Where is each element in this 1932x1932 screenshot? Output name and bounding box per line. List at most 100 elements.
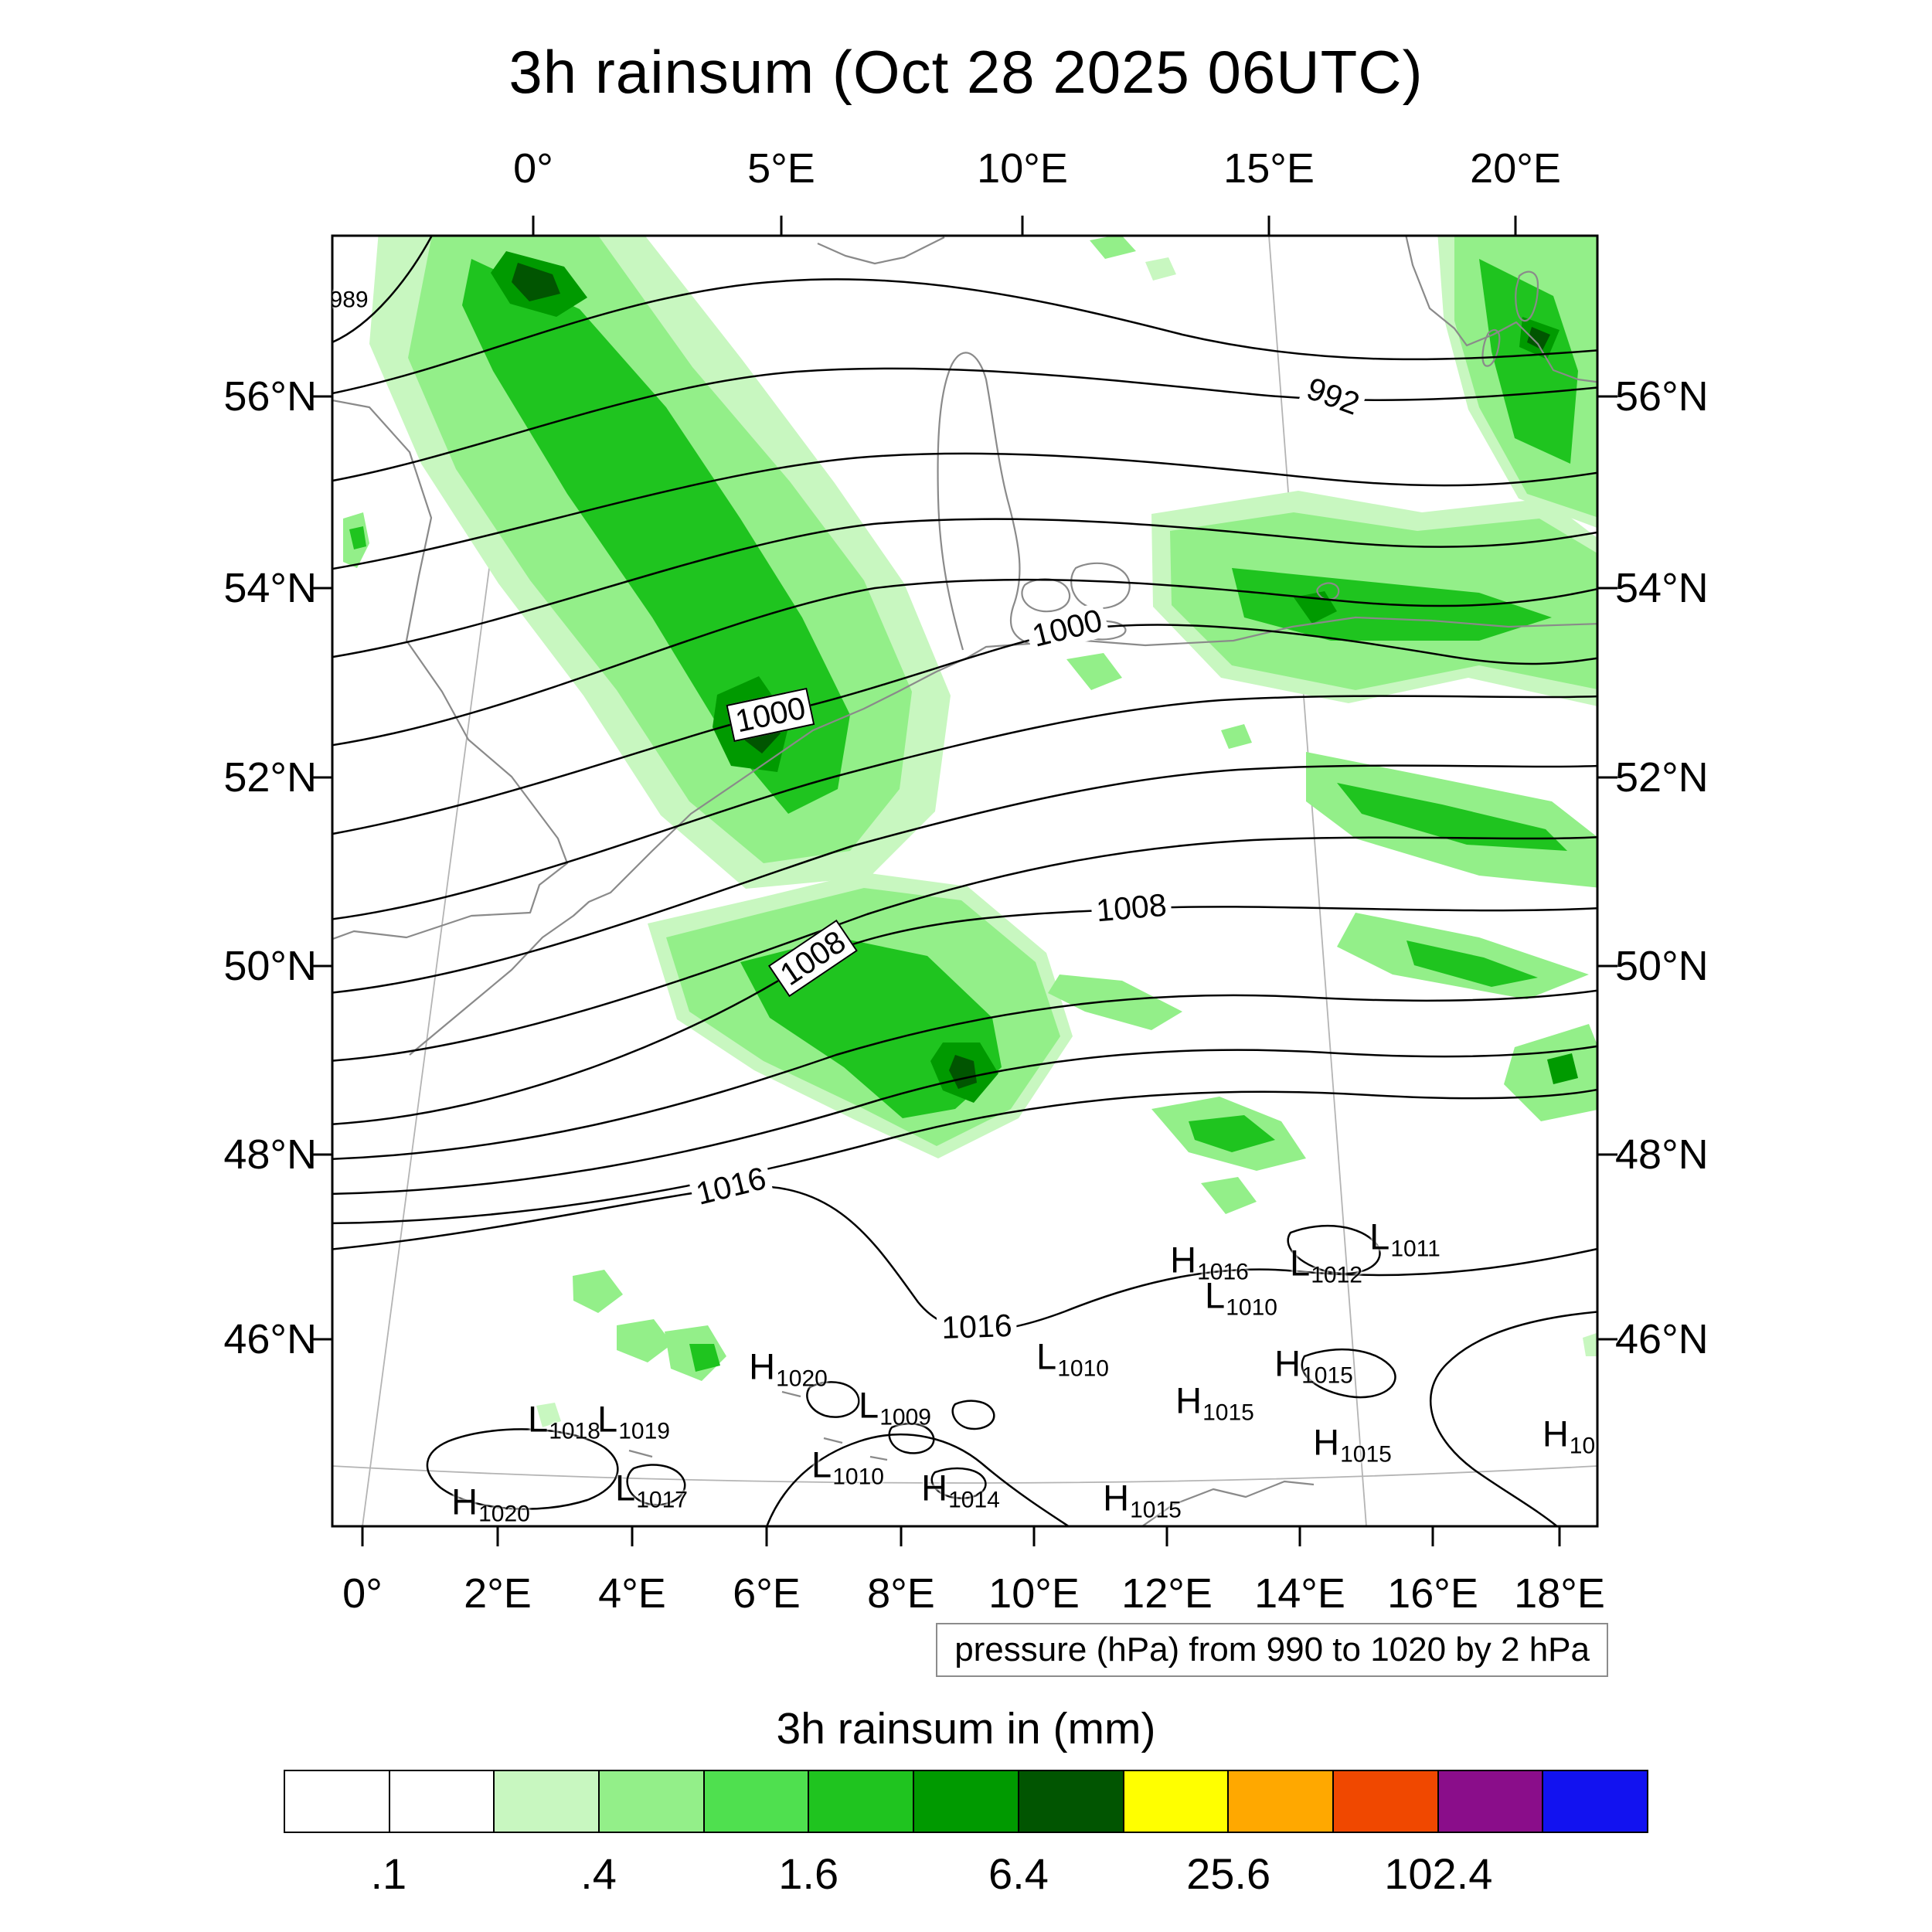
pressure-center-label: H1020 [749,1345,828,1392]
isobar [332,1088,1597,1225]
axis-label-bottom: 6°E [733,1570,801,1617]
page-title: 3h rainsum (Oct 28 2025 06UTC) [509,38,1423,106]
rain-patch [1479,259,1578,464]
pressure-value: 1011 [1390,1236,1440,1262]
colorbar-cell [388,1770,495,1833]
axis-label-left: 56°N [223,373,317,420]
pressure-center-label: L1019 [597,1398,670,1444]
coastline [1515,270,1539,322]
pressure-letter: H [1170,1239,1197,1281]
pressure-value: 1012 [1311,1262,1362,1288]
isobar [930,1467,987,1499]
isobar [332,278,1597,395]
map-frame [331,234,1599,1528]
rain-patch [1337,783,1567,851]
isobar-label: 1000 [726,687,815,743]
colorbar-cell [1122,1770,1230,1833]
axis-label-bottom: 16°E [1387,1570,1478,1617]
axis-label-bottom: 4°E [598,1570,666,1617]
pressure-note: pressure (hPa) from 990 to 1020 by 2 hPa [936,1623,1608,1677]
axis-label-top: 15°E [1223,145,1315,192]
pressure-letter: L [1369,1216,1390,1257]
isobar [766,1434,1071,1526]
pressure-letter: L [811,1444,832,1485]
rain-patch [1221,724,1252,749]
rain-patch [1527,327,1550,350]
isobar [332,236,434,344]
isobar [332,518,1597,658]
axis-label-right: 46°N [1615,1316,1709,1362]
isobar [332,367,1597,482]
colorbar-cell [1437,1770,1544,1833]
legend-title: 3h rainsum in (mm) [776,1704,1156,1753]
pressure-letter: H [1313,1421,1340,1463]
pressure-center-label: H1015 [1313,1421,1392,1468]
isobar-label: 1016 [936,1308,1018,1346]
rain-patch [1090,236,1136,259]
colorbar-cell [1542,1770,1648,1833]
pressure-center-label: L1009 [859,1384,931,1430]
pressure-center-label: H1016 [1170,1239,1249,1285]
graticule-line [332,1465,1597,1484]
isobar [1287,1225,1381,1275]
isobar [332,989,1597,1161]
pressure-value: 1020 [478,1501,530,1527]
rain-patch [512,263,560,301]
axis-label-top: 20°E [1470,145,1561,192]
pressure-center-label: L989 [332,267,369,313]
pressure-center-label: H1015 [1103,1477,1182,1523]
axis-label-left: 52°N [223,754,317,801]
isobar [951,1400,995,1430]
pressure-letter: H [749,1345,776,1387]
pressure-center-label: L1010 [811,1444,884,1490]
plot-overlay: 992100010001008100810161016L989H1016L101… [332,236,1597,1527]
isobar [888,1422,935,1454]
pressure-center-label: L1018 [528,1398,600,1444]
colorbar-tick-label: .1 [370,1849,407,1898]
coastline [409,616,1597,1056]
pressure-center-label: L1017 [615,1467,688,1513]
rain-patch [573,1270,623,1313]
pressure-letter: H [1103,1477,1130,1519]
isobar-group [332,236,1597,1526]
colorbar-cell [702,1770,810,1833]
axis-label-left: 48°N [223,1131,317,1178]
pressure-letter: L [1036,1335,1057,1377]
isobar-label: 1008 [767,919,859,998]
isobar [1429,1311,1597,1526]
pressure-letter: H [1274,1342,1301,1384]
colorbar-cell [1227,1770,1334,1833]
pressure-letter: H [921,1467,948,1509]
pressure-letter: L [1290,1242,1311,1284]
axis-label-left: 46°N [223,1316,317,1362]
pressure-center-label: L1011 [1369,1216,1440,1262]
isobar-label: 1008 [1090,887,1173,929]
axis-label-right: 48°N [1615,1131,1709,1178]
colorbar-cell [1332,1770,1439,1833]
pressure-value: 1016 [1197,1259,1249,1285]
colorbar-cell [808,1770,915,1833]
colorbar-cell [598,1770,705,1833]
coastline [817,236,945,265]
coastline [628,1449,653,1458]
isobar [332,695,1597,920]
isobar-label: 1000 [1024,601,1111,655]
rain-patch [462,259,850,814]
pressure-value: 1010 [832,1464,884,1490]
axis-label-bottom: 18°E [1514,1570,1605,1617]
coastline [823,1437,843,1444]
axis-tick-group [312,216,1617,1546]
pressure-center-label: L1010 [1036,1335,1109,1382]
rain-patch [536,1403,561,1427]
rain-patch [1583,1332,1597,1356]
pressure-value: 989 [332,287,369,313]
pressure-value: 1019 [618,1418,670,1444]
pressure-letter: H [451,1481,478,1522]
isobar [806,1381,860,1418]
colorbar-cell [1017,1770,1124,1833]
pressure-center-label: H1020 [451,1481,530,1527]
isobar [332,906,1597,1125]
coastline [1481,328,1501,367]
pressure-value: 10 [1569,1433,1596,1459]
